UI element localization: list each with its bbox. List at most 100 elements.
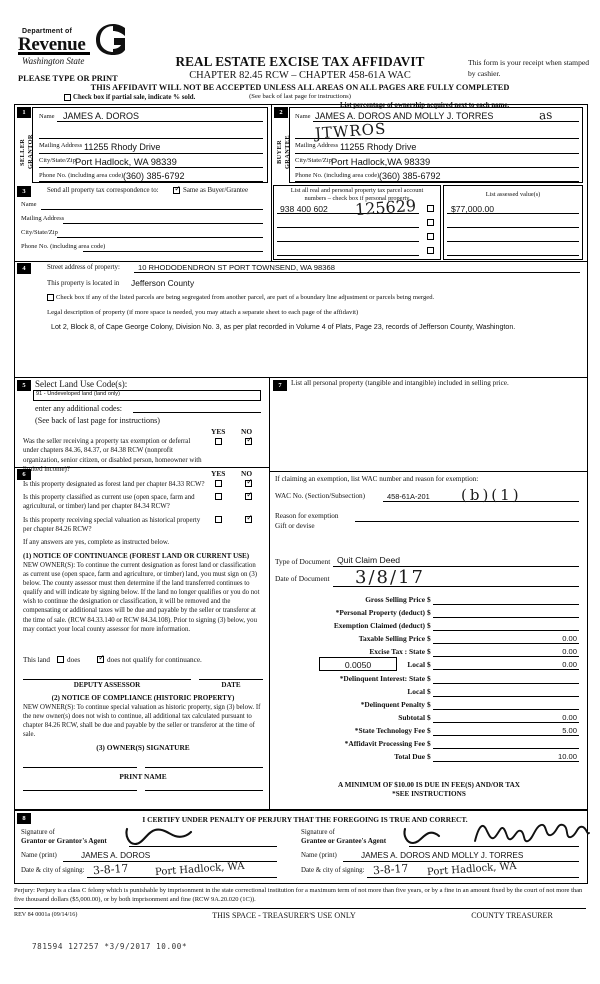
buyer-name-value[interactable]: JAMES A. DOROS AND MOLLY J. TORRES [315,111,494,121]
grantor-date-value: 3-8-17 [92,861,129,878]
grantee-name-value[interactable]: JAMES A. DOROS AND MOLLY J. TORRES [361,851,524,860]
tax-line-8 [433,709,579,710]
rev-number: REV 84 0001a (09/14/16) [14,912,78,918]
document-date-label: Date of Document [275,574,330,583]
tax-value-5[interactable]: 0.00 [562,660,577,669]
historic-property-yes-checkbox[interactable] [215,516,222,523]
street-address-line [134,272,580,273]
tax-label-11: *Affidavit Processing Fee [344,739,425,748]
legal-description-value[interactable]: Lot 2, Block 8, of Cape George Colony, D… [51,323,516,331]
tax-value-3[interactable]: 0.00 [562,634,577,643]
exemption-intro: If claiming an exemption, list WAC numbe… [275,475,479,483]
land-use-code-value: 91 - Undeveloped land (land only) [36,391,120,397]
grantor-signature-label-1: Signature of [21,829,55,836]
exemption-yes-checkbox[interactable] [215,438,222,445]
minimum-due-note: A MINIMUM OF $10.00 IS DUE IN FEE(S) AND… [338,781,520,789]
buyer-mailing-value[interactable]: 11255 Rhody Drive [340,142,417,152]
tax-dollar-0: $ [427,595,431,604]
exemption-no-checkbox[interactable] [245,436,253,445]
seller-mailing-value[interactable]: 11255 Rhody Drive [84,142,161,152]
buyer-citystatezip-value[interactable]: Port Hadlock,WA 98339 [331,156,431,167]
tax-line-11 [433,748,579,749]
tax-value-9[interactable]: 0.00 [562,713,577,722]
same-as-buyer-checkbox[interactable] [173,185,181,194]
grantor-name-line [63,861,277,862]
document-type-label: Type of Document [275,557,331,566]
parcel-line-2 [277,227,419,228]
affidavit-frame: 1 SELLER GRANTOR Name JAMES A. DOROS Mail… [14,104,588,810]
tax-value-12[interactable]: 10.00 [557,752,577,761]
parcel-line-4 [277,255,419,256]
tax-rate-box[interactable] [319,657,397,671]
does-not-qualify-checkbox[interactable] [97,654,105,663]
tax-label-4: Excise Tax : State [369,647,425,656]
does-not-label: does not qualify for continuance. [107,656,202,664]
street-address-value[interactable]: 10 RHODODENDRON ST PORT TOWNSEND, WA 983… [138,263,335,272]
located-in-label: This property is located in [47,280,120,287]
buyer-phone-value[interactable]: (360) 385-6792 [379,171,441,181]
seller-phone-value[interactable]: (360) 385-6792 [123,171,185,181]
section-3-chip: 3 [17,186,31,197]
section-7-chip: 7 [273,380,287,391]
tax-label-10: *State Technology Fee [354,726,425,735]
personal-property-checkbox-2[interactable] [427,219,434,226]
parcel-line-3 [277,241,419,242]
tax-value-10[interactable]: 5.00 [562,726,577,735]
affidavit-notice: THIS AFFIDAVIT WILL NOT BE ACCEPTED UNLE… [90,83,510,92]
tax-value-4[interactable]: 0.00 [562,647,577,656]
seller-name-value[interactable]: JAMES A. DOROS [63,111,140,121]
personal-property-checkbox-4[interactable] [427,247,434,254]
wac-number-value[interactable]: 458-61A-201 [387,492,430,501]
forest-land-yes-checkbox[interactable] [215,480,222,487]
seller-citystatezip-value[interactable]: Port Hadlock, WA 98339 [75,156,177,167]
tax-line-0 [433,604,579,605]
current-use-no-checkbox[interactable] [245,491,253,500]
tax-line-1 [433,617,579,618]
tax-label-2: Exemption Claimed (deduct) [333,621,425,630]
tax-dollar-12: $ [427,752,431,761]
partial-sale-checkbox[interactable] [64,94,71,101]
tax-label-8: *Delinquent Penalty [360,700,425,709]
buyer-mailing-line [295,153,579,154]
section-5-top-divider [15,377,587,378]
tax-dollar-10: $ [427,726,431,735]
certification-section: 8 I CERTIFY UNDER PENALTY OF PERJURY THA… [14,810,590,884]
tax-label-12: Total Due [394,752,425,761]
deputy-assessor-line [23,679,191,680]
segregated-checkbox[interactable] [47,294,54,301]
additional-codes-line [133,412,261,413]
buyer-phone-label: Phone No. (including area code) [295,172,380,179]
tax-label-7: Local [407,687,425,696]
assessed-values-box [443,185,583,260]
assessed-line-3 [447,241,579,242]
seller-mailing-line [39,153,263,154]
document-type-value[interactable]: Quit Claim Deed [337,555,401,565]
correspondence-heading: Send all property tax correspondence to: [47,187,159,194]
grantor-name-value[interactable]: JAMES A. DOROS [81,851,151,860]
tax-dollar-9: $ [427,713,431,722]
current-use-yes-checkbox[interactable] [215,493,222,500]
receipt-note: This form is your receipt when stamped b… [468,58,590,78]
grantee-date-label: Date & city of signing: [301,867,365,874]
assessor-date-line [199,679,263,680]
personal-property-checkbox-1[interactable] [427,205,434,212]
section-2-chip: 2 [274,107,288,118]
logo-state-text: Washington State [22,56,85,66]
assessed-line-4 [447,255,579,256]
parcel-value-1[interactable]: 938 400 602 [280,204,328,214]
county-treasurer-label: COUNTY TREASURER [471,911,553,920]
assessed-line-1 [447,213,579,214]
land-use-no-header: NO [241,427,253,436]
grantee-date-line [367,877,579,878]
page-title: REAL ESTATE EXCISE TAX AFFIDAVIT [175,54,425,69]
located-in-value[interactable]: Jefferson County [131,278,195,288]
forest-land-no-checkbox[interactable] [245,478,253,487]
seller-mailing-label: Mailing Address [39,142,83,149]
tax-line-6 [433,683,579,684]
correspondence-citystatezip-line [57,237,263,238]
personal-property-checkbox-3[interactable] [427,233,434,240]
land-use-code-select[interactable] [33,390,261,401]
does-qualify-checkbox[interactable] [57,656,64,663]
historic-property-no-checkbox[interactable] [245,514,253,523]
assessed-value-1[interactable]: $77,000.00 [451,204,495,214]
